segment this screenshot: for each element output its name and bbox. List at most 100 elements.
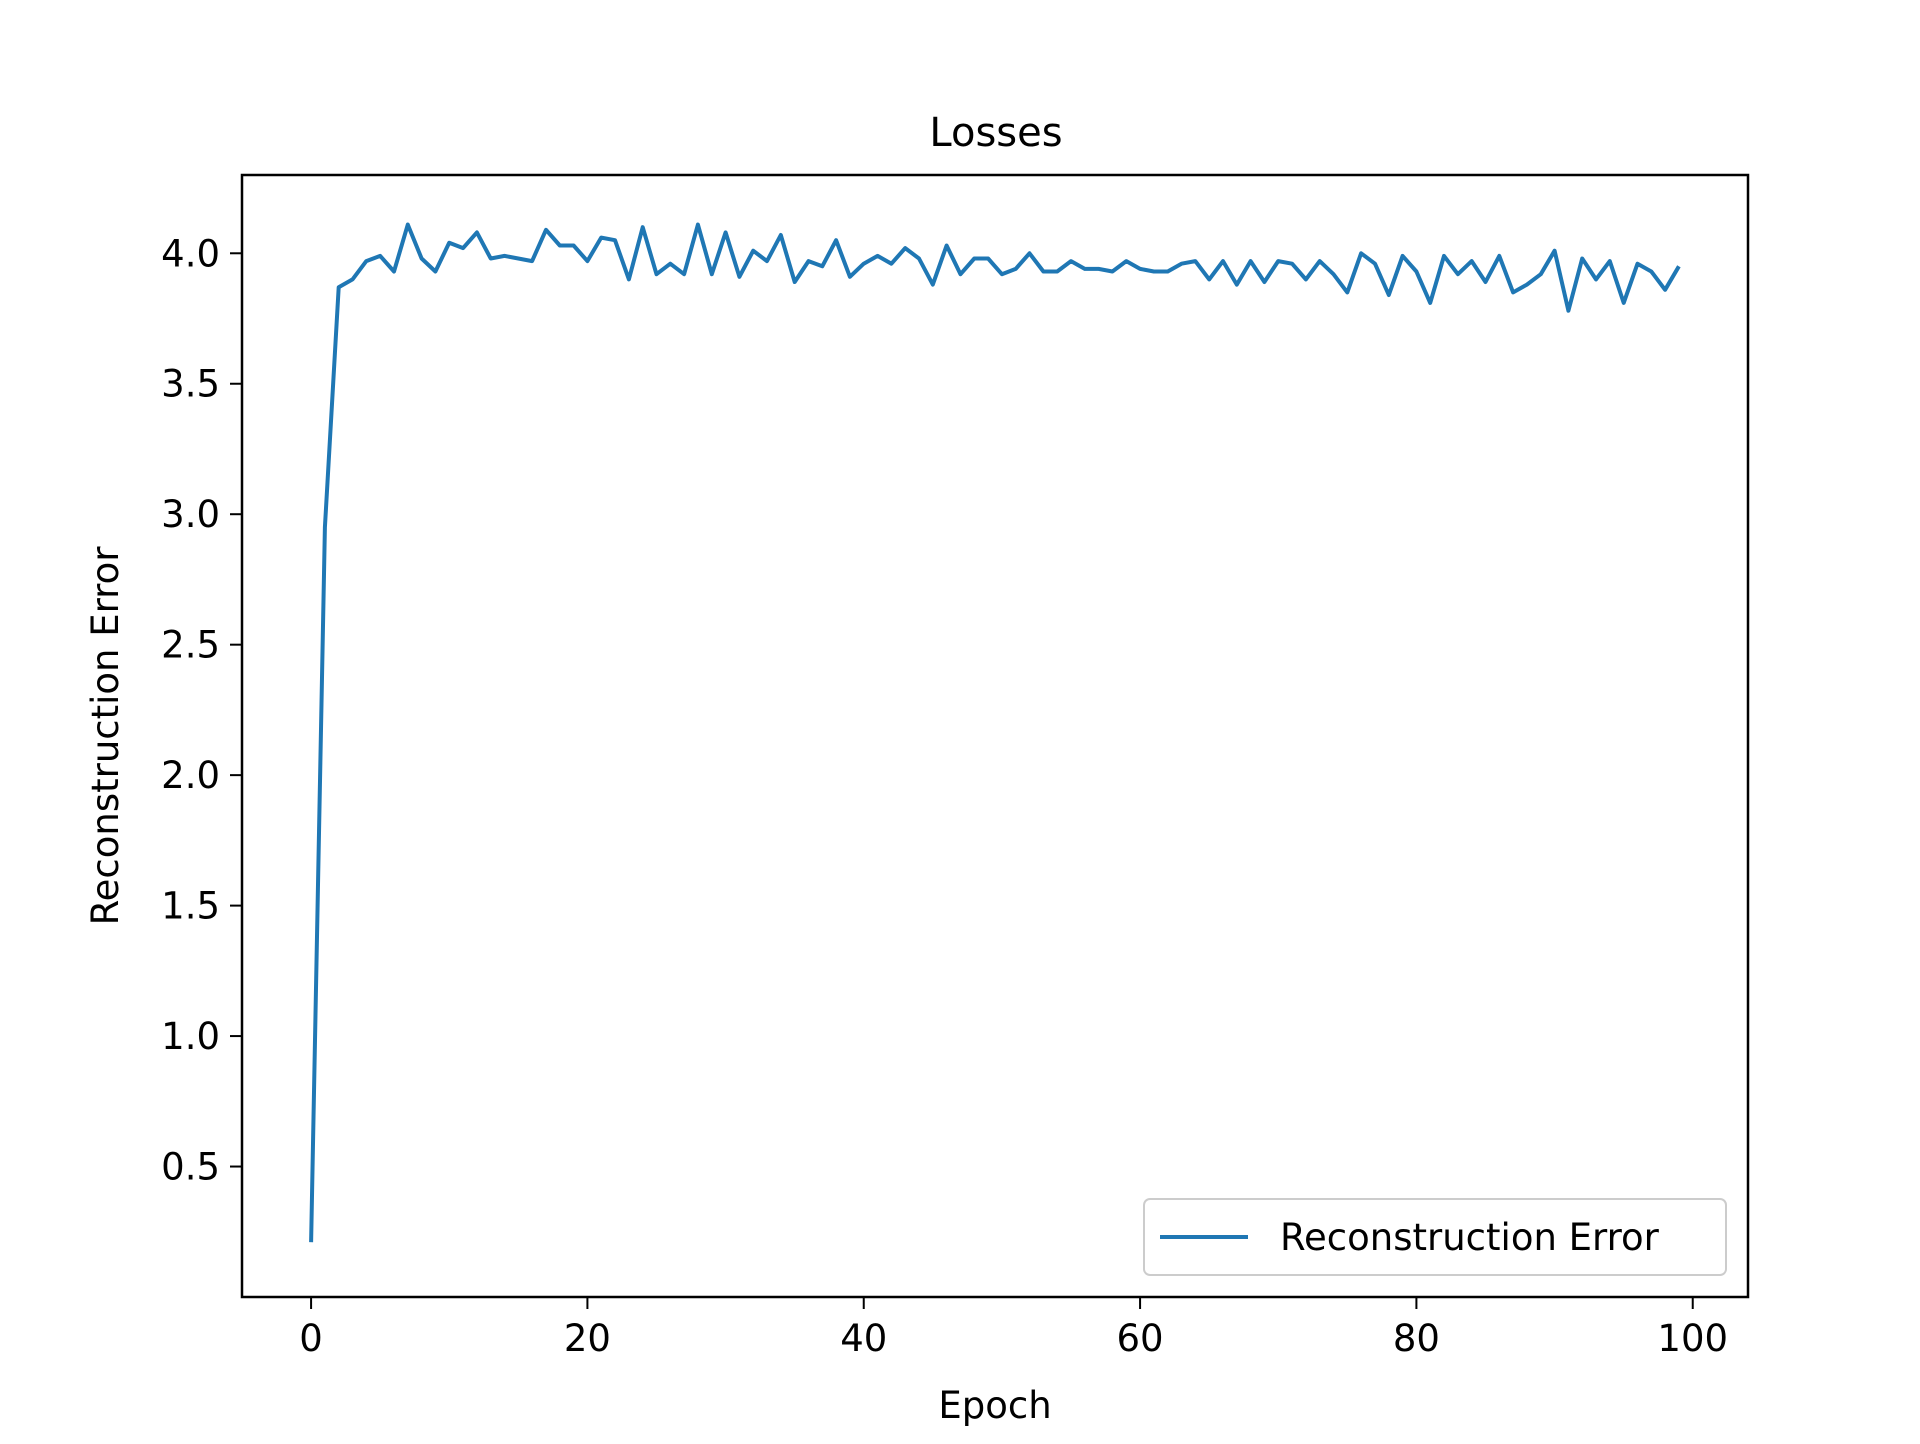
data-point <box>587 261 588 262</box>
data-point <box>449 242 450 243</box>
data-point <box>1596 279 1597 280</box>
y-tick-label: 3.5 <box>161 363 220 406</box>
data-point <box>573 245 574 246</box>
data-point <box>1623 302 1624 303</box>
data-point <box>697 224 698 225</box>
data-point <box>1651 271 1652 272</box>
data-point <box>338 287 339 288</box>
data-point <box>1126 261 1127 262</box>
data-point <box>1471 261 1472 262</box>
data-point <box>476 232 477 233</box>
data-point <box>1112 271 1113 272</box>
data-point <box>1015 268 1016 269</box>
data-point <box>836 240 837 241</box>
x-tick-label: 0 <box>299 1317 323 1360</box>
y-tick-label: 1.5 <box>161 885 220 928</box>
data-point <box>1071 261 1072 262</box>
data-point <box>1153 271 1154 272</box>
data-point <box>518 258 519 259</box>
data-point <box>1181 263 1182 264</box>
data-point <box>1513 292 1514 293</box>
data-point <box>1637 263 1638 264</box>
chart-title: Losses <box>929 110 1062 156</box>
data-point <box>394 271 395 272</box>
series-line-reconstruction-error <box>309 222 1681 1243</box>
data-point <box>1665 289 1666 290</box>
data-point <box>435 271 436 272</box>
data-point <box>1029 253 1030 254</box>
x-tick-label: 20 <box>564 1317 611 1360</box>
data-point <box>352 279 353 280</box>
plot-area-frame <box>240 173 1750 1299</box>
data-point <box>559 245 560 246</box>
data-point <box>615 240 616 241</box>
data-point <box>1375 263 1376 264</box>
legend: Reconstruction Error <box>1143 1198 1727 1276</box>
data-point <box>1057 271 1058 272</box>
data-point <box>1195 261 1196 262</box>
data-point <box>808 261 809 262</box>
x-tick-label: 40 <box>840 1317 887 1360</box>
data-point <box>974 258 975 259</box>
data-point <box>767 261 768 262</box>
data-point <box>849 276 850 277</box>
data-point <box>725 232 726 233</box>
data-point <box>1098 268 1099 269</box>
data-point <box>1209 279 1210 280</box>
data-point <box>1250 261 1251 262</box>
data-point <box>1499 255 1500 256</box>
data-point <box>380 255 381 256</box>
data-point <box>1167 271 1168 272</box>
data-point <box>1001 274 1002 275</box>
data-point <box>1278 261 1279 262</box>
data-point <box>822 266 823 267</box>
data-point <box>753 250 754 251</box>
data-point <box>642 227 643 228</box>
data-point <box>739 276 740 277</box>
legend-box <box>1143 1198 1727 1276</box>
data-point <box>1388 295 1389 296</box>
y-axis-label: Reconstruction Error <box>84 546 127 926</box>
data-point <box>905 248 906 249</box>
data-point <box>919 258 920 259</box>
x-tick-label: 60 <box>1117 1317 1164 1360</box>
data-point <box>988 258 989 259</box>
x-axis-label: Epoch <box>938 1384 1051 1427</box>
y-tick-label: 2.5 <box>161 624 220 667</box>
data-point <box>546 229 547 230</box>
data-point <box>532 261 533 262</box>
data-point <box>1402 255 1403 256</box>
data-point <box>1526 284 1527 285</box>
data-point <box>960 274 961 275</box>
data-point <box>1223 261 1224 262</box>
data-point <box>1361 253 1362 254</box>
data-point <box>1084 268 1085 269</box>
data-point <box>684 274 685 275</box>
data-point <box>366 261 367 262</box>
data-point <box>1140 268 1141 269</box>
data-point <box>1236 284 1237 285</box>
data-point <box>407 224 408 225</box>
data-point <box>877 255 878 256</box>
data-point <box>863 263 864 264</box>
data-point <box>628 279 629 280</box>
data-point <box>1043 271 1044 272</box>
data-point <box>1485 282 1486 283</box>
y-tick-label: 3.0 <box>161 493 220 536</box>
data-point <box>421 258 422 259</box>
data-point <box>1319 261 1320 262</box>
y-tick-label: 4.0 <box>161 232 220 275</box>
data-point <box>490 258 491 259</box>
data-point <box>1292 263 1293 264</box>
x-tick-label: 80 <box>1393 1317 1440 1360</box>
data-point <box>1416 271 1417 272</box>
data-point <box>311 1242 312 1243</box>
data-point <box>1554 250 1555 251</box>
data-point <box>780 235 781 236</box>
legend-label: Reconstruction Error <box>1280 1216 1660 1259</box>
data-point <box>711 274 712 275</box>
data-point <box>1430 302 1431 303</box>
y-axis-ticks: 0.5 1.0 1.5 2.0 2.5 3.0 3.5 4.0 <box>161 232 242 1189</box>
x-tick-label: 100 <box>1657 1317 1728 1360</box>
